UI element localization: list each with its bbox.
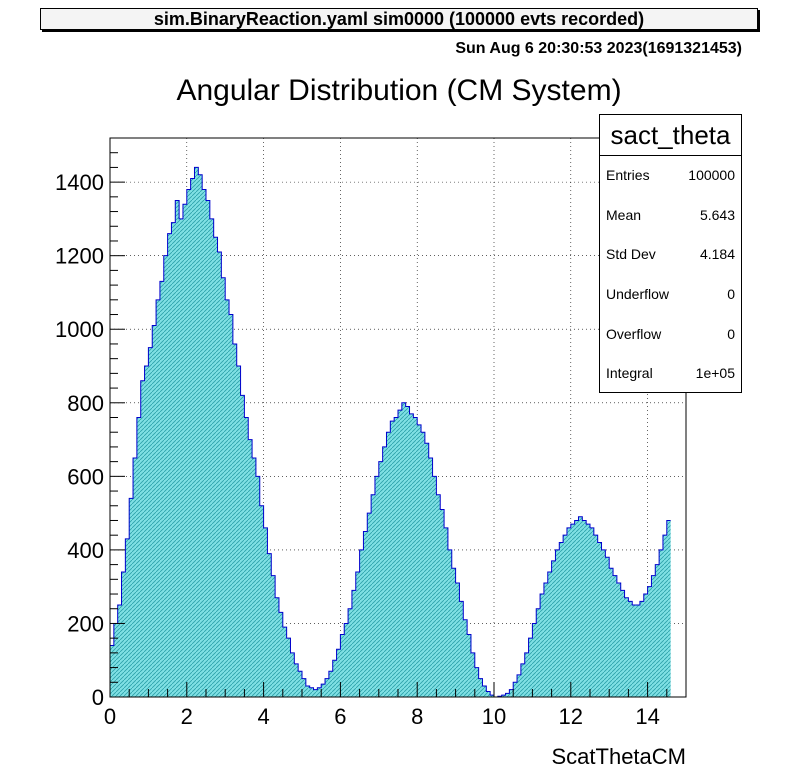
y-tick-label: 1000 bbox=[55, 317, 104, 342]
stats-value: 0 bbox=[727, 286, 735, 302]
x-tick-label: 2 bbox=[181, 704, 193, 729]
histogram-outline bbox=[109, 166, 671, 698]
x-tick-label: 14 bbox=[635, 704, 659, 729]
stats-row-overflow: Overflow 0 bbox=[606, 326, 735, 342]
stats-value: 100000 bbox=[688, 167, 735, 183]
stats-row-entries: Entries 100000 bbox=[606, 167, 735, 183]
y-tick-label: 0 bbox=[92, 685, 104, 710]
stats-row-stddev: Std Dev 4.184 bbox=[606, 246, 735, 262]
stats-row-underflow: Underflow 0 bbox=[606, 286, 735, 302]
stats-label: Overflow bbox=[606, 326, 662, 342]
stats-value: 1e+05 bbox=[695, 365, 735, 381]
stats-value: 4.184 bbox=[699, 246, 735, 262]
header-title: sim.BinaryReaction.yaml sim0000 (100000 … bbox=[40, 8, 758, 30]
stats-value: 0 bbox=[727, 326, 735, 342]
stats-row-mean: Mean 5.643 bbox=[606, 207, 735, 223]
chart-title: Angular Distribution (CM System) bbox=[176, 74, 622, 107]
x-tick-label: 4 bbox=[257, 704, 269, 729]
datestamp: Sun Aug 6 20:30:53 2023(1691321453) bbox=[455, 40, 742, 57]
stats-row-integral: Integral 1e+05 bbox=[606, 365, 735, 381]
stats-label: Entries bbox=[606, 167, 650, 183]
x-tick-label: 0 bbox=[104, 704, 116, 729]
stats-value: 5.643 bbox=[699, 207, 735, 223]
y-tick-label: 400 bbox=[67, 538, 104, 563]
x-tick-label: 12 bbox=[559, 704, 583, 729]
x-axis-label: ScatThetaCM bbox=[551, 744, 687, 769]
x-tick-label: 8 bbox=[411, 704, 423, 729]
stats-label: Underflow bbox=[606, 286, 670, 302]
y-tick-label: 200 bbox=[67, 611, 104, 636]
stats-label: Integral bbox=[606, 365, 653, 381]
axis-ticks bbox=[109, 137, 687, 698]
x-tick-label: 6 bbox=[334, 704, 346, 729]
stats-box: sact_theta Entries 100000 Mean 5.643 Std… bbox=[599, 114, 742, 393]
stats-label: Std Dev bbox=[606, 246, 656, 262]
y-tick-label: 600 bbox=[67, 464, 104, 489]
x-tick-label: 10 bbox=[482, 704, 506, 729]
stats-name: sact_theta bbox=[600, 115, 741, 156]
stats-label: Mean bbox=[606, 207, 642, 223]
y-tick-label: 1200 bbox=[55, 244, 104, 269]
y-tick-label: 1400 bbox=[55, 170, 104, 195]
y-tick-label: 800 bbox=[67, 391, 104, 416]
tick-labels: 0 2 4 6 8 10 12 14 0 200 400 600 800 1000 1200 1400 bbox=[55, 170, 660, 729]
